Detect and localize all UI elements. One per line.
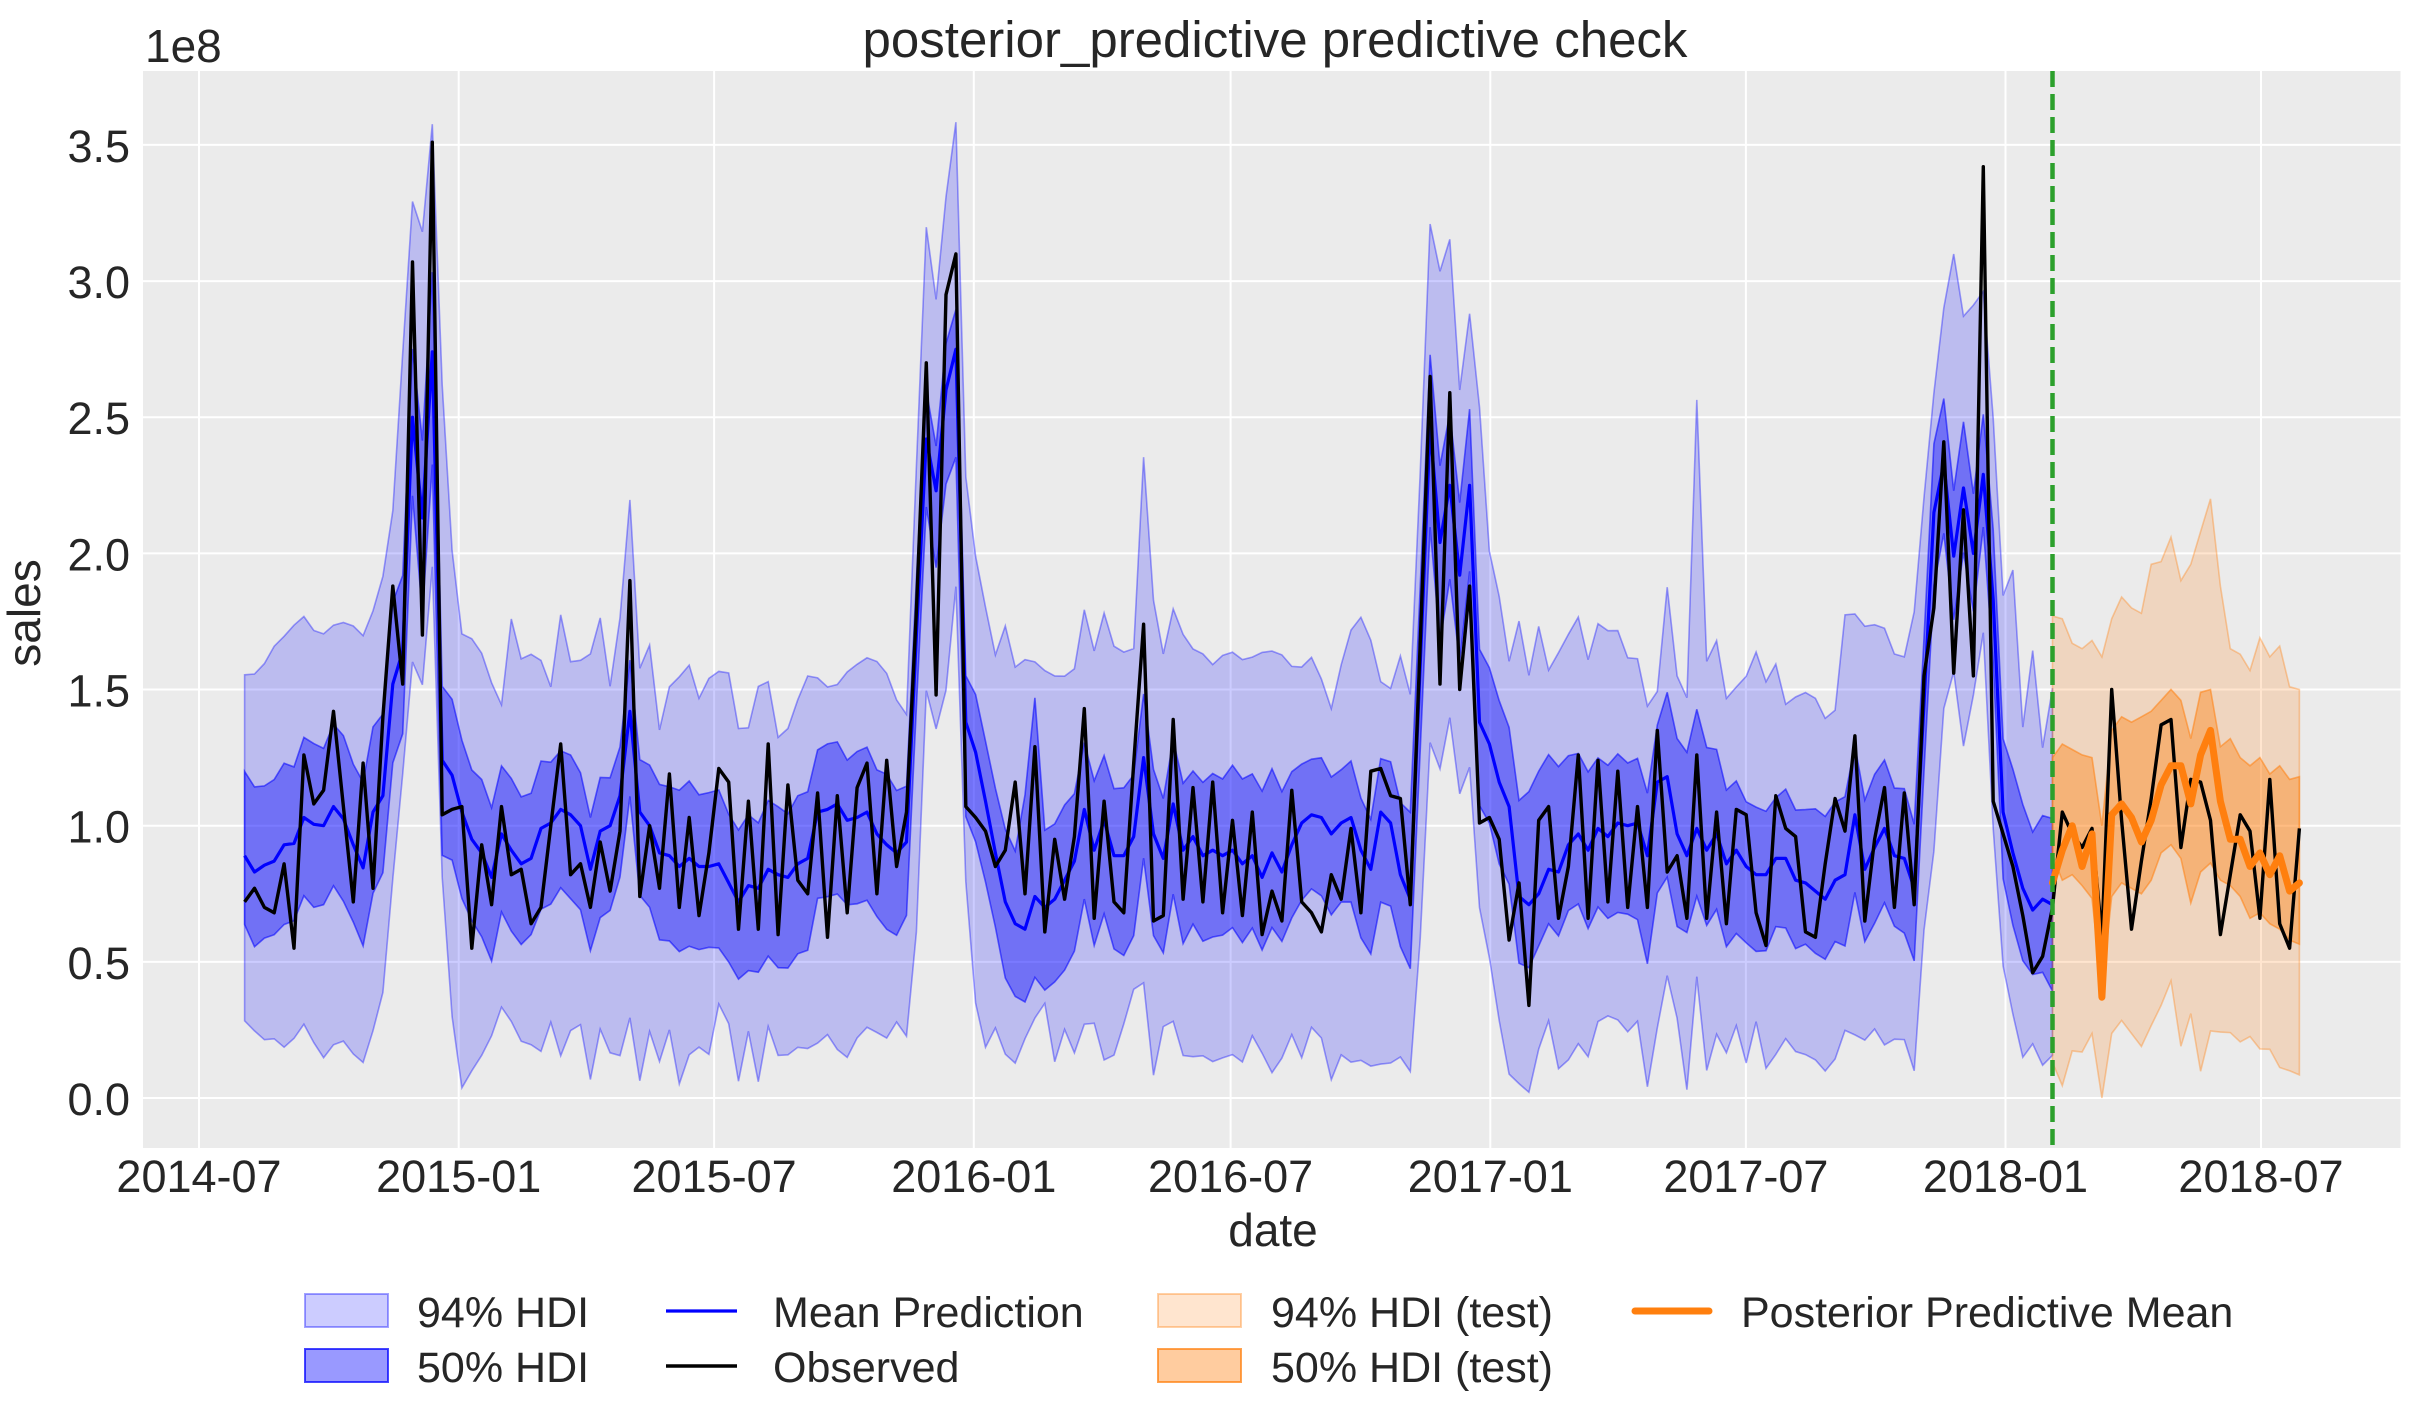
svg-text:1.0: 1.0 (67, 802, 130, 853)
svg-text:posterior_predictive predictiv: posterior_predictive predictive check (863, 11, 1688, 68)
svg-text:date: date (1228, 1204, 1318, 1256)
svg-text:2015-01: 2015-01 (376, 1151, 541, 1202)
svg-text:50% HDI (test): 50% HDI (test) (1271, 1344, 1553, 1392)
svg-text:2014-07: 2014-07 (116, 1151, 281, 1202)
svg-text:3.5: 3.5 (67, 121, 130, 172)
svg-text:2016-01: 2016-01 (891, 1151, 1056, 1202)
svg-text:Observed: Observed (773, 1344, 959, 1392)
svg-text:Mean Prediction: Mean Prediction (773, 1289, 1084, 1337)
svg-text:sales: sales (0, 559, 50, 666)
svg-text:2.5: 2.5 (67, 393, 130, 444)
svg-text:1e8: 1e8 (145, 20, 222, 72)
svg-text:50% HDI: 50% HDI (417, 1344, 589, 1392)
svg-text:0.0: 0.0 (67, 1074, 130, 1125)
svg-text:Posterior Predictive Mean: Posterior Predictive Mean (1741, 1289, 2233, 1337)
svg-text:2015-07: 2015-07 (632, 1151, 797, 1202)
svg-text:2.0: 2.0 (67, 529, 130, 580)
svg-text:0.5: 0.5 (67, 938, 130, 989)
svg-text:2017-07: 2017-07 (1663, 1151, 1828, 1202)
svg-text:2016-07: 2016-07 (1148, 1151, 1313, 1202)
svg-text:94% HDI (test): 94% HDI (test) (1271, 1289, 1553, 1337)
svg-text:2018-01: 2018-01 (1923, 1151, 2088, 1202)
svg-text:1.5: 1.5 (67, 666, 130, 717)
svg-text:2017-01: 2017-01 (1408, 1151, 1573, 1202)
svg-text:3.0: 3.0 (67, 257, 130, 308)
svg-text:2018-07: 2018-07 (2178, 1151, 2343, 1202)
svg-text:94% HDI: 94% HDI (417, 1289, 589, 1337)
